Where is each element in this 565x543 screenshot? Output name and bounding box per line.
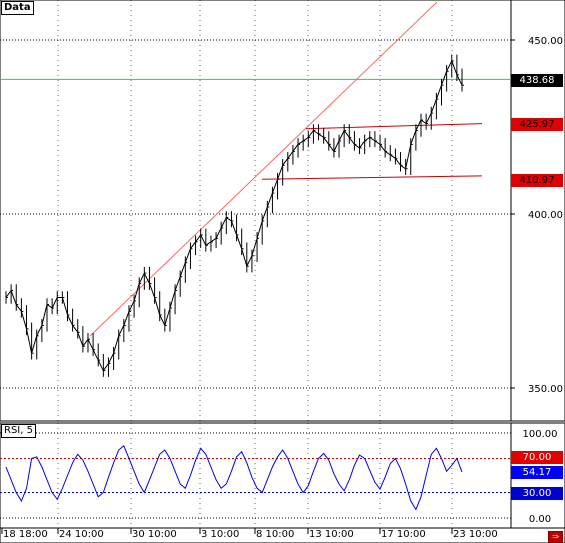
rsi-panel-title: RSI, 5	[1, 424, 36, 438]
rsi-axis-label: 100.00	[523, 429, 558, 440]
price-axis-labels: 450.00 400.00 350.00	[511, 36, 563, 395]
price-panel-title: Data	[1, 1, 34, 15]
upper-channel-line[interactable]	[305, 123, 483, 130]
time-axis-label: 13 10:00	[309, 529, 354, 540]
time-axis-label: 23 10:00	[453, 529, 498, 540]
rsi-axis-labels: 100.00 0.00	[523, 429, 558, 525]
rsi-line	[5, 444, 463, 511]
rsi-current-tag: 54.17	[511, 466, 563, 479]
lower-channel-line[interactable]	[261, 175, 483, 180]
price-axis-area	[510, 0, 565, 422]
lower-channel-tag: 410.97	[511, 174, 563, 187]
price-series	[5, 54, 464, 377]
time-axis-label: 8 10:00	[256, 529, 295, 540]
price-panel	[0, 0, 512, 422]
scroll-to-end-button[interactable]: ⇒	[548, 531, 563, 543]
time-axis-label: 18 18:00	[3, 529, 48, 540]
upper-channel-tag: 425.97	[511, 118, 563, 131]
rsi-overbought-tag: 70.00	[511, 451, 563, 464]
time-axis-label: 24 10:00	[59, 529, 104, 540]
last-price-tag: 438.68	[511, 74, 563, 87]
time-axis-label: 30 10:00	[132, 529, 177, 540]
rsi-series	[5, 444, 463, 511]
time-axis-label: 3 10:00	[201, 529, 240, 540]
price-axis-label: 400.00	[528, 210, 563, 221]
time-axis-ticks	[1, 528, 453, 534]
time-axis-area	[0, 527, 565, 543]
rsi-panel	[0, 422, 512, 529]
price-line	[5, 59, 463, 372]
rsi-grid	[0, 423, 511, 528]
time-axis-label: 17 10:00	[381, 529, 426, 540]
price-grid	[0, 0, 511, 421]
price-axis-label: 450.00	[528, 36, 563, 47]
rsi-axis-label: 0.00	[529, 514, 551, 525]
rsi-oversold-tag: 30.00	[511, 487, 563, 500]
price-axis-label: 350.00	[528, 384, 563, 395]
